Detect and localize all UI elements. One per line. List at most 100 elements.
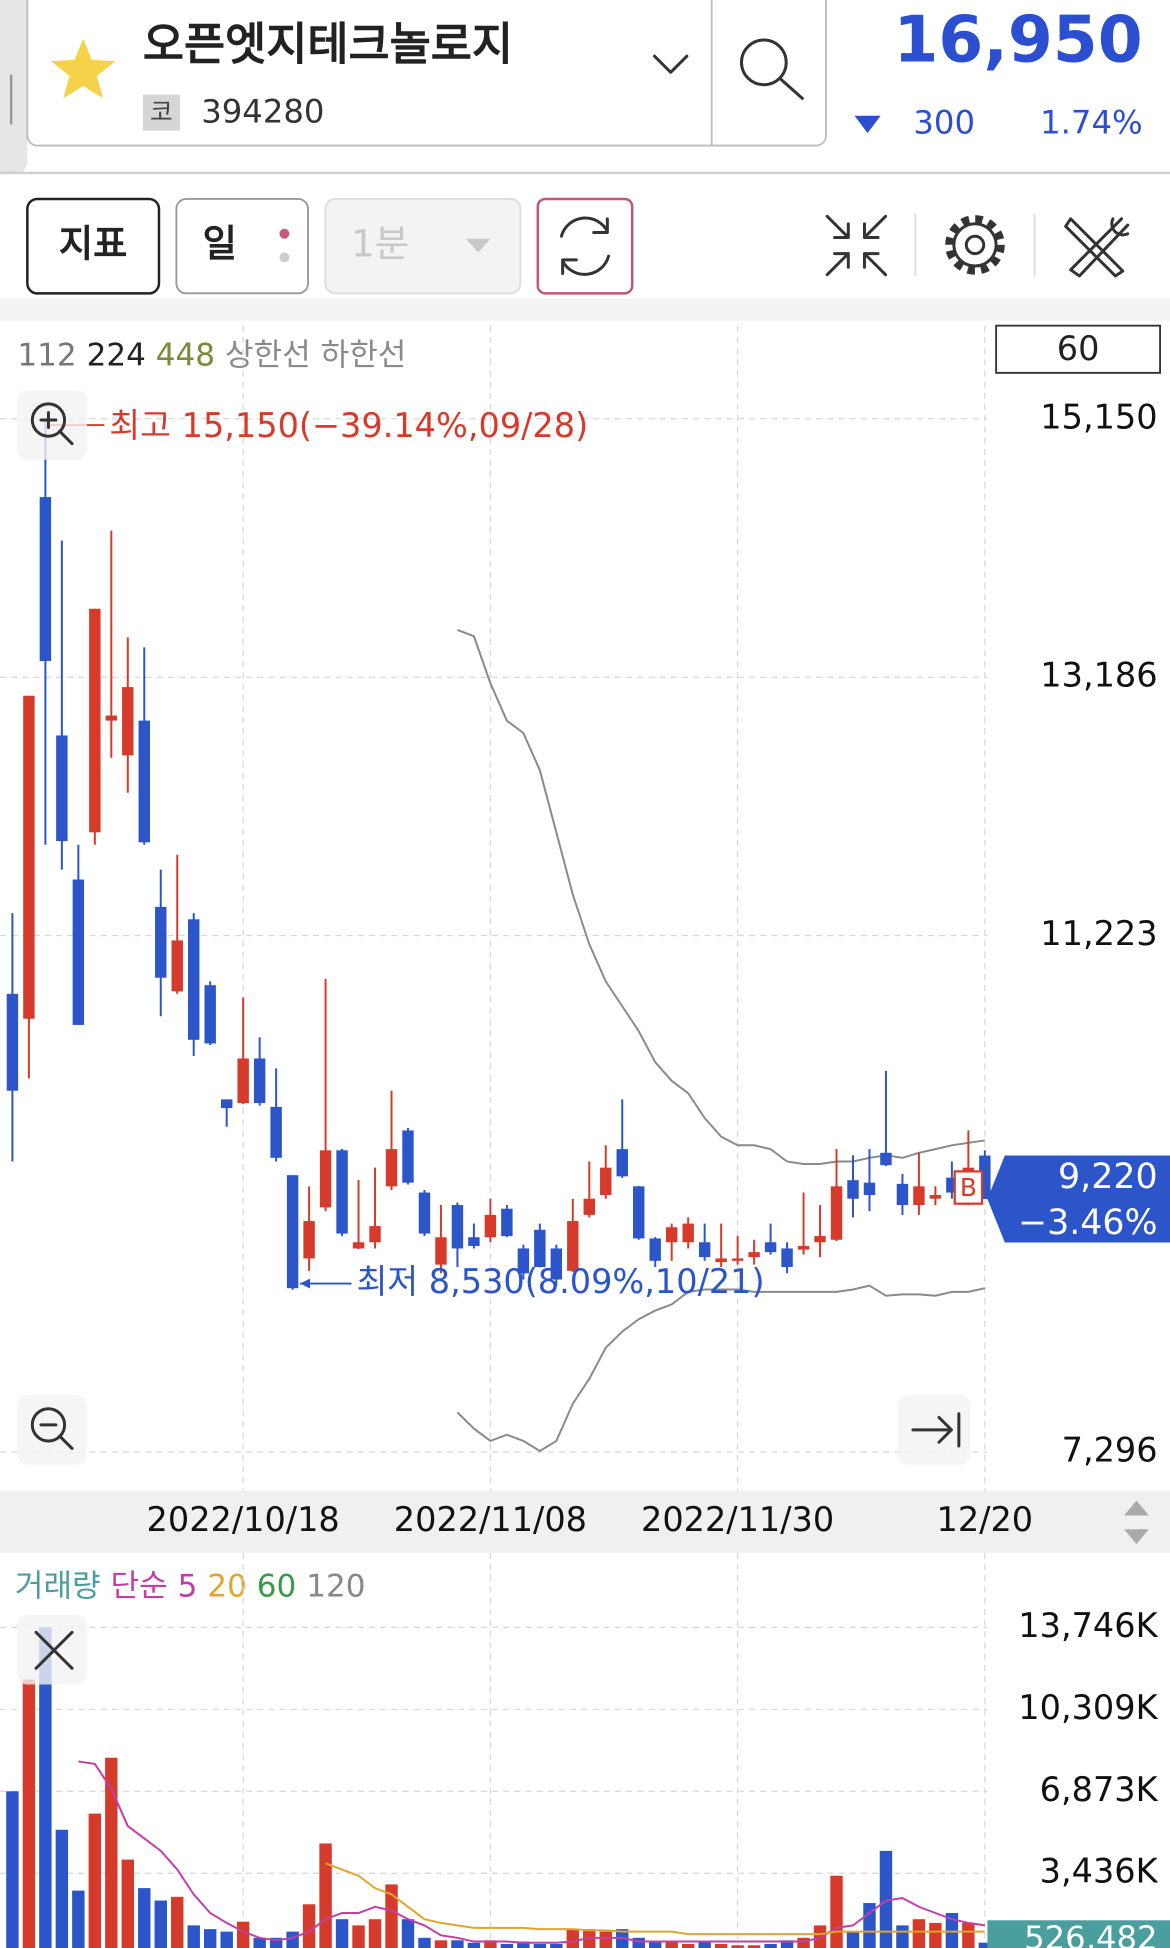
volume-bar <box>879 1850 893 1948</box>
candle-body <box>468 1237 480 1246</box>
date-axis-band <box>0 1490 1170 1553</box>
volume-bar <box>203 1929 217 1948</box>
candle-body <box>56 735 68 842</box>
volume-bar <box>154 1900 167 1948</box>
volume-bar <box>138 1888 151 1948</box>
volume-bar <box>171 1896 184 1948</box>
candle-body <box>352 1242 365 1249</box>
settings-icon <box>952 222 998 268</box>
current-price-box <box>987 1155 1170 1243</box>
search-icon[interactable] <box>740 38 788 87</box>
collapse-icon[interactable] <box>825 214 888 277</box>
volume-bar <box>714 1944 728 1948</box>
legend-item: 5 <box>178 1569 198 1605</box>
volume-bar <box>72 1890 85 1948</box>
volume-bar <box>121 1859 135 1948</box>
candle-body <box>979 1155 991 1199</box>
candle-body <box>600 1167 612 1196</box>
candle-body <box>138 720 150 843</box>
period-button[interactable] <box>175 198 309 295</box>
market-badge: 코 <box>150 97 173 126</box>
legend-item: 20 <box>207 1569 247 1605</box>
y-tick-label: 13,746K <box>1018 1606 1158 1645</box>
price-change-rate: 1.74% <box>1040 103 1143 141</box>
buy-marker <box>953 1170 984 1205</box>
volume-bar <box>187 1925 200 1948</box>
candle-body <box>6 993 19 1091</box>
zoom-in-button[interactable] <box>17 390 87 460</box>
candle-body <box>847 1180 859 1199</box>
current-price-label: 9,220 <box>1058 1157 1158 1197</box>
candle-body <box>402 1130 414 1183</box>
scroll-arrows[interactable] <box>1124 1500 1149 1545</box>
candle-body <box>715 1258 727 1263</box>
legend-item: 하한선 <box>321 338 407 374</box>
y-tick-label: 6,873K <box>1040 1770 1159 1809</box>
candle-body <box>220 1099 233 1109</box>
zoom-out-icon <box>39 1423 74 1450</box>
tools-icon[interactable] <box>1064 217 1130 278</box>
candle-body <box>385 1149 398 1187</box>
high-annotation: 최고 15,150(−39.14%,09/28) <box>109 406 588 445</box>
low-annotation: 최저 8,530(8.09%,10/21) <box>356 1262 764 1301</box>
zoom-out-button[interactable] <box>17 1395 87 1465</box>
dropdown-chevron[interactable] <box>653 54 689 74</box>
zoom-out-icon <box>30 1407 67 1443</box>
side-tab[interactable] <box>0 0 28 175</box>
candle-body <box>303 1221 315 1259</box>
search-icon-handle <box>778 77 804 100</box>
legend-item: 120 <box>306 1569 365 1605</box>
y-tick-label: 10,309K <box>1018 1688 1158 1727</box>
candle-body <box>764 1242 777 1253</box>
current-volume-label: 526,482 <box>1024 1919 1158 1948</box>
y-tick-label: 11,223 <box>1040 914 1157 953</box>
volume-bar <box>253 1937 266 1948</box>
volume-bar <box>39 1627 52 1948</box>
candle-body <box>946 1177 958 1193</box>
current-change-label: −3.46% <box>1018 1203 1158 1243</box>
volume-bar <box>319 1843 332 1948</box>
candle-body <box>484 1214 497 1238</box>
ma-line <box>78 1760 985 1944</box>
candle-body <box>830 1186 843 1240</box>
indicator-button[interactable] <box>26 197 161 295</box>
candle-body <box>286 1175 299 1289</box>
period-dot <box>279 228 290 239</box>
volume-bar <box>269 1937 283 1948</box>
volume-bar <box>681 1944 695 1948</box>
candle-body <box>501 1208 513 1237</box>
count-box[interactable] <box>995 324 1161 374</box>
annotation-arrow <box>300 1278 311 1289</box>
close-icon <box>34 1630 74 1670</box>
x-tick-label: 12/20 <box>937 1500 1034 1539</box>
candle-body <box>517 1248 530 1274</box>
interval-button-label: 1분 <box>351 222 409 266</box>
volume-bar <box>6 1791 19 1948</box>
candle-body <box>781 1248 793 1268</box>
favorite-star[interactable] <box>50 38 116 99</box>
refresh-button[interactable] <box>536 197 634 295</box>
volume-bar <box>484 1940 497 1948</box>
volume-bar <box>302 1904 316 1948</box>
volume-legend: 거래량 단순 5 20 60 120 <box>15 1569 366 1605</box>
legend-item: 상한선 <box>225 338 311 374</box>
chart-top-band <box>0 298 1170 321</box>
volume-bar <box>55 1829 69 1948</box>
band-line <box>456 1284 986 1453</box>
settings-icon-teeth[interactable] <box>945 215 1005 275</box>
legend-item: 224 <box>87 338 146 374</box>
volume-bar <box>451 1940 464 1948</box>
volume-bar <box>566 1929 580 1948</box>
candle-body <box>616 1149 628 1177</box>
volume-bar <box>632 1937 645 1948</box>
current-price: 16,950 <box>893 2 1142 77</box>
stock-selector[interactable] <box>26 0 827 147</box>
candle-body <box>797 1245 810 1250</box>
y-tick-label: 13,186 <box>1040 656 1157 695</box>
volume-bar <box>978 1942 992 1948</box>
volume-bar <box>830 1875 843 1948</box>
volume-bar <box>747 1945 761 1948</box>
volume-bar <box>517 1941 530 1948</box>
interval-button[interactable] <box>324 198 522 295</box>
candle-body <box>929 1195 942 1199</box>
